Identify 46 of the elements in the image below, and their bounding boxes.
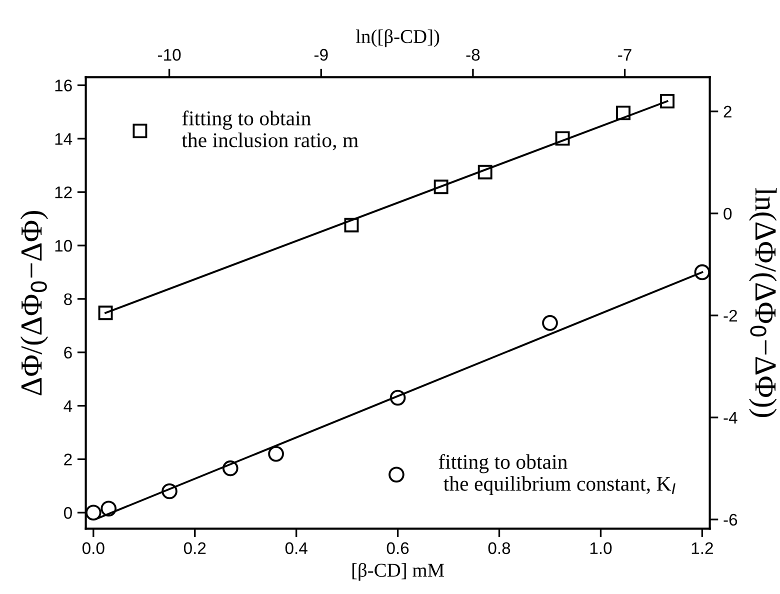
x-axis-title: ln([β-CD]) [356, 29, 440, 48]
x-tick-label: -7 [618, 49, 632, 61]
point [268, 446, 284, 462]
point [100, 500, 117, 517]
y-tick-label: 14 [55, 133, 72, 145]
y-tick-label: 6 [64, 346, 72, 359]
legend-label: fitting to obtain the equilibrium constant, K$_{I}$ [438, 454, 676, 496]
x-tick-label: 0.6 [386, 542, 409, 554]
point [555, 131, 570, 146]
point [542, 315, 558, 331]
y-tick-label: 0 [724, 208, 732, 220]
x-tick-label: 0.4 [285, 542, 308, 554]
point [660, 94, 675, 108]
y-tick-label: 2 [724, 106, 732, 118]
y-tick-label: -4 [724, 412, 738, 424]
y-tick-label: 10 [55, 240, 72, 252]
y-tick-label: 4 [64, 400, 72, 412]
y-tick-label: 2 [64, 454, 72, 466]
x-axis-title: [β-CD] mM [352, 562, 444, 581]
x-tick-label: -9 [314, 48, 328, 61]
y-tick-label: 8 [64, 293, 72, 306]
legend-label: fitting to obtain the inclusion ratio, m [182, 110, 358, 150]
point [434, 180, 448, 194]
point [98, 306, 113, 320]
y-axis-title: ln(ΔΦ/(ΔΦ$_{0}$−ΔΦ)) [748, 188, 777, 417]
point [222, 460, 238, 476]
y-tick-label: -2 [724, 310, 737, 322]
point [694, 264, 710, 280]
point [478, 164, 492, 180]
point [86, 504, 102, 521]
y-tick-label: -6 [724, 514, 738, 526]
x-tick-label: 0.8 [488, 542, 510, 554]
point [390, 390, 406, 406]
x-tick-label: 1.2 [692, 542, 713, 554]
x-tick-label: -10 [158, 48, 181, 61]
point [616, 106, 630, 120]
x-tick-label: 0.0 [82, 542, 104, 554]
point [344, 218, 359, 232]
x-tick-label: 1.0 [590, 542, 612, 554]
x-tick-label: -8 [466, 48, 480, 61]
y-tick-label: 12 [55, 186, 72, 198]
y-tick-label: 16 [55, 80, 72, 92]
y-tick-label: 0 [64, 507, 72, 519]
x-tick-label: 0.2 [184, 542, 206, 554]
y-axis-title: ΔΦ/(ΔΦ$_{0}$−ΔΦ) [20, 211, 48, 396]
point [162, 483, 178, 500]
